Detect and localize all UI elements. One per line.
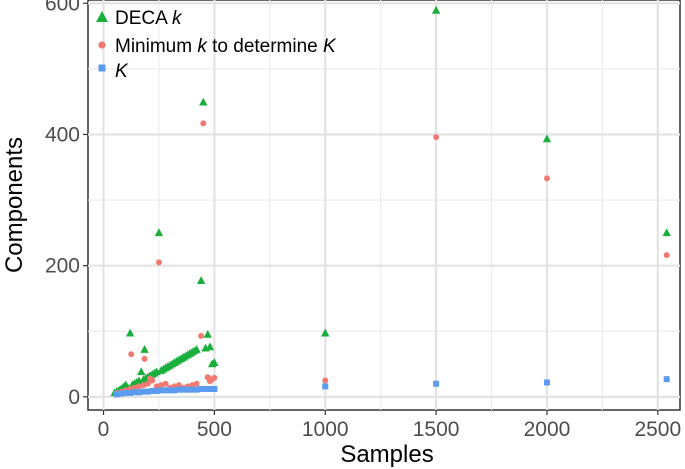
data-points (110, 5, 671, 398)
data-point-square (189, 386, 196, 393)
data-point-triangle (154, 228, 164, 237)
y-tick-label: 0 (68, 386, 80, 409)
data-point-triangle (199, 97, 208, 106)
data-point-square (663, 376, 670, 383)
x-tick-label: 500 (197, 418, 232, 441)
data-point-circle (144, 380, 151, 387)
data-point-triangle (137, 367, 146, 376)
data-point-circle (193, 380, 200, 387)
data-point-square (167, 387, 174, 394)
data-point-circle (155, 259, 162, 266)
data-point-square (162, 387, 169, 394)
data-point-triangle (321, 328, 330, 337)
legend-label-minimum-k: Minimum k to determine K (115, 36, 337, 57)
data-point-square (144, 388, 151, 395)
series-2 (113, 376, 670, 398)
data-point-square (127, 389, 134, 396)
data-point-triangle (542, 134, 552, 143)
data-point-square (149, 387, 156, 394)
x-tick-label: 2000 (524, 418, 571, 441)
y-tick-label: 600 (45, 0, 80, 15)
y-tick-label: 200 (45, 255, 80, 278)
data-point-square (322, 383, 329, 390)
data-point-triangle (662, 228, 671, 237)
data-point-square (140, 388, 147, 395)
x-tick-label: 0 (98, 418, 110, 441)
data-point-circle (200, 120, 207, 127)
x-tick-label: 1500 (413, 418, 460, 441)
legend-swatch-square-icon (98, 64, 106, 72)
legend-entry-minimum-k: Minimum k to determine K (98, 36, 337, 57)
data-point-circle (198, 332, 205, 339)
y-tick-label: 400 (45, 123, 80, 146)
legend-swatch-triangle-icon (96, 11, 108, 22)
data-point-square (158, 387, 165, 394)
x-tick-label: 2500 (634, 418, 681, 441)
data-point-triangle (196, 276, 206, 284)
panel-background (87, 0, 681, 411)
data-point-triangle (203, 329, 212, 338)
minor-gridlines (88, 0, 680, 410)
data-point-square (202, 386, 209, 393)
data-point-square (153, 387, 160, 394)
data-point-circle (433, 134, 440, 141)
data-point-circle (663, 252, 670, 259)
data-point-triangle (431, 5, 441, 14)
data-point-square (433, 380, 440, 387)
data-point-square (206, 386, 213, 393)
data-point-square (113, 391, 120, 398)
data-point-circle (322, 377, 329, 384)
data-point-triangle (125, 328, 135, 337)
data-point-square (175, 386, 182, 393)
legend-label-k: K (115, 61, 129, 82)
data-point-triangle (205, 342, 215, 351)
data-point-square (131, 389, 138, 396)
x-tick-label: 1000 (302, 418, 349, 441)
x-axis-ticks: 0 500 1000 1500 2000 2500 (98, 410, 681, 441)
data-point-square (118, 390, 125, 397)
data-point-triangle (210, 358, 219, 366)
legend-swatch-circle-icon (98, 41, 106, 49)
legend-entry-k: K (98, 61, 129, 82)
y-axis-title: Components (1, 137, 28, 273)
data-point-circle (162, 380, 169, 387)
data-point-square (193, 386, 200, 393)
data-point-square (184, 386, 191, 393)
data-point-circle (543, 175, 550, 182)
data-point-circle (128, 351, 135, 358)
data-point-square (211, 386, 218, 393)
x-axis-title: Samples (340, 441, 433, 468)
data-point-circle (175, 382, 182, 389)
y-axis-ticks: 0 200 400 600 (45, 0, 88, 409)
data-point-triangle (140, 345, 149, 353)
legend-entry-deca-k: DECA k (96, 8, 183, 29)
data-point-square (198, 386, 205, 393)
data-point-square (180, 386, 187, 393)
data-point-square (122, 389, 129, 396)
data-point-circle (141, 355, 148, 362)
legend-label-deca-k: DECA k (115, 8, 183, 29)
data-point-square (171, 387, 178, 394)
data-point-circle (211, 374, 218, 381)
data-point-circle (149, 377, 156, 384)
legend: DECA k Minimum k to determine K K (96, 8, 337, 82)
data-point-square (543, 379, 550, 386)
major-gridlines (88, 0, 680, 410)
data-point-square (135, 389, 142, 396)
data-point-triangle (192, 345, 201, 353)
